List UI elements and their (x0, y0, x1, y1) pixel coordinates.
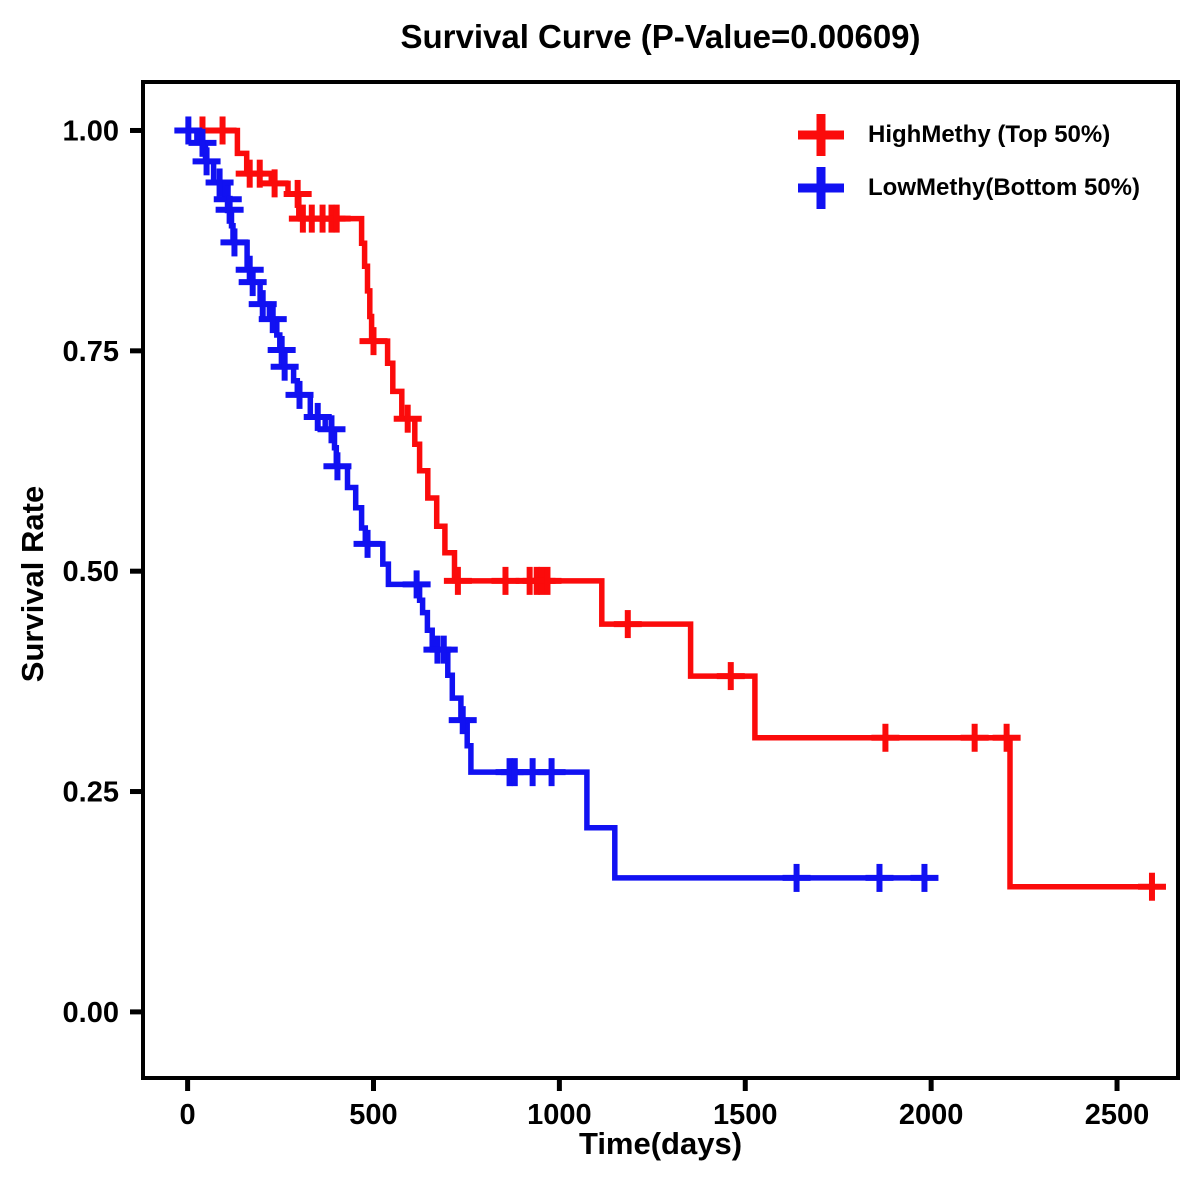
x-axis-title: Time(days) (578, 1126, 743, 1161)
y-tick-label: 0.75 (63, 336, 119, 368)
chart-title: Survival Curve (P-Value=0.00609) (400, 18, 921, 55)
legend: HighMethy (Top 50%) LowMethy(Bottom 50%) (796, 108, 1140, 214)
series-line-highmethy (187, 127, 1160, 890)
x-tick-label: 1500 (713, 1099, 778, 1131)
x-tick-label: 1000 (527, 1099, 592, 1131)
legend-item-label: LowMethy(Bottom 50%) (868, 173, 1140, 201)
legend-item-lowmethy: LowMethy(Bottom 50%) (796, 161, 1140, 214)
y-tick-label: 0.50 (63, 556, 119, 588)
plus-icon (798, 166, 844, 209)
y-tick-label: 1.00 (63, 115, 119, 147)
series-line-lowmethy (187, 127, 938, 881)
legend-item-label: HighMethy (Top 50%) (868, 120, 1111, 148)
x-tick-label: 2500 (1085, 1099, 1150, 1131)
y-tick-label: 0.00 (63, 997, 119, 1029)
legend-item-highmethy: HighMethy (Top 50%) (796, 108, 1140, 161)
x-tick-label: 0 (180, 1099, 196, 1131)
x-tick-label: 2000 (899, 1099, 964, 1131)
y-tick-label: 0.25 (63, 777, 119, 809)
x-tick-label: 500 (349, 1099, 397, 1131)
plot-frame (141, 80, 1180, 1080)
plus-icon (798, 113, 844, 156)
